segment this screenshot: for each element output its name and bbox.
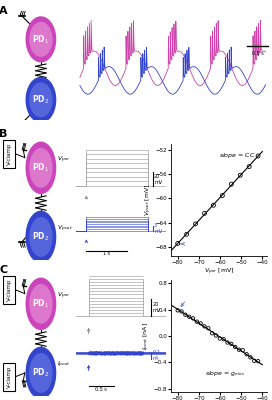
Point [175,240,180,247]
Circle shape [30,22,52,56]
Text: V-clamp: V-clamp [7,142,12,165]
Text: PD$_1$: PD$_1$ [32,298,49,310]
Circle shape [26,78,55,122]
Text: PD$_2$: PD$_2$ [32,231,49,243]
Point [202,323,207,330]
Circle shape [26,142,55,194]
Circle shape [30,218,52,256]
Text: A: A [0,6,8,16]
Text: V-clamp: V-clamp [7,278,12,301]
Circle shape [30,285,52,323]
Point [238,172,242,178]
Text: PD$_2$: PD$_2$ [32,367,49,379]
Circle shape [26,17,55,62]
Text: slope = $CC$: slope = $CC$ [219,152,255,160]
Circle shape [26,278,55,330]
Point [193,221,198,227]
Point [214,332,218,339]
Y-axis label: $V_{post}$ [mV]: $V_{post}$ [mV] [144,184,154,216]
Y-axis label: $I_{post}$ [nA]: $I_{post}$ [nA] [142,322,152,350]
Point [245,351,249,358]
Point [248,354,253,360]
Point [184,231,189,238]
Text: 1 s: 1 s [103,251,110,256]
Text: PD$_1$: PD$_1$ [32,33,49,46]
Text: 0.5 s: 0.5 s [95,387,107,392]
Point [225,339,230,346]
Text: $V_{pre}$: $V_{pre}$ [57,291,70,301]
Point [183,312,187,318]
Text: B: B [0,130,7,140]
Point [187,314,191,320]
Text: 0.2
nA: 0.2 nA [153,350,160,361]
X-axis label: $V_{pre}$ [mV]: $V_{pre}$ [mV] [204,266,234,277]
Text: $V_{pre}$: $V_{pre}$ [57,155,70,165]
Text: slope = $g_{elec}$: slope = $g_{elec}$ [205,369,245,378]
Point [229,341,233,347]
Point [206,325,211,332]
Text: 20
mV: 20 mV [154,174,162,184]
Point [241,347,245,353]
Text: PD$_1$: PD$_1$ [32,162,49,174]
Point [179,308,184,315]
Bar [4,363,15,391]
Point [202,210,207,216]
Point [195,318,199,325]
Point [256,358,260,364]
Point [218,335,222,342]
Text: C: C [0,266,7,276]
Point [191,315,195,322]
Point [252,358,256,364]
Circle shape [26,211,55,262]
Text: 3
mV: 3 mV [154,223,162,234]
Point [175,307,180,314]
Point [210,330,214,336]
Point [229,181,233,187]
Point [233,344,237,350]
Point [220,192,225,199]
Point [199,320,203,326]
Circle shape [26,347,55,398]
Circle shape [30,354,52,392]
Point [247,164,251,170]
Point [256,153,260,159]
Text: 0.5 s: 0.5 s [252,51,264,56]
Point [221,336,226,342]
Circle shape [30,149,52,187]
Point [211,202,216,208]
Text: V-clamp: V-clamp [7,366,12,388]
Circle shape [30,83,52,117]
Text: PD$_2$: PD$_2$ [32,94,49,106]
Text: $V_{post}$: $V_{post}$ [57,224,73,234]
Text: 20
mV: 20 mV [153,302,161,313]
Bar [4,276,15,304]
Bar [4,140,15,168]
Text: $I_{post}$: $I_{post}$ [57,360,70,370]
Point [237,346,241,353]
